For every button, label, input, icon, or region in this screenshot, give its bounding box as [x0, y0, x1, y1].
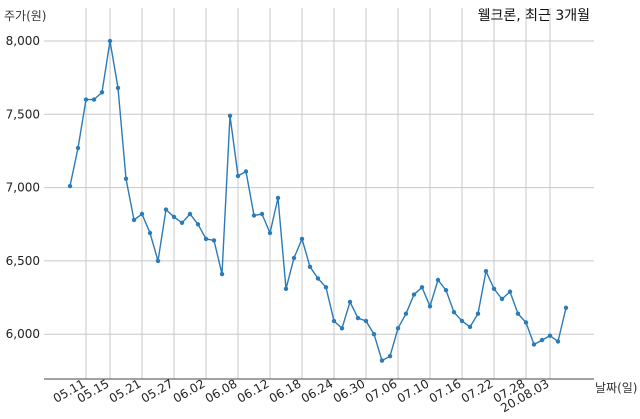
price-point: [467, 324, 473, 330]
chart-title: 웰크론, 최근 3개월: [478, 8, 590, 24]
price-point: [443, 288, 449, 293]
price-point: [267, 230, 273, 236]
price-point: [387, 354, 393, 359]
price-point: [515, 311, 521, 316]
price-point: [283, 286, 289, 291]
price-point: [163, 207, 169, 212]
price-point: [539, 337, 545, 343]
grid: [44, 8, 594, 379]
price-point: [235, 173, 241, 179]
x-tick-label: 07.06: [363, 376, 400, 405]
price-point: [147, 230, 153, 236]
x-tick-label: 05.27: [139, 376, 176, 405]
price-point: [427, 304, 433, 309]
price-point: [299, 236, 305, 242]
price-point: [331, 318, 337, 324]
price-point: [459, 318, 465, 324]
y-axis-ticks: 6,000 6,500 7,000 7,500 8,000: [6, 34, 40, 341]
y-tick-label: 7,500: [6, 107, 40, 121]
price-point: [491, 286, 497, 291]
price-point: [203, 236, 209, 242]
price-point: [275, 195, 281, 201]
price-point: [171, 214, 177, 220]
x-axis-label: 날짜(일): [595, 381, 637, 395]
price-point: [115, 85, 121, 91]
price-series-points: [67, 38, 569, 363]
price-point: [243, 169, 249, 174]
price-point: [123, 176, 129, 181]
price-point: [315, 276, 321, 281]
x-tick-label: 07.16: [427, 376, 464, 405]
y-tick-label: 7,000: [6, 181, 40, 195]
price-point: [523, 320, 529, 325]
price-point: [531, 342, 537, 347]
price-point: [227, 113, 233, 119]
price-point: [339, 326, 345, 331]
x-tick-label: 06.18: [267, 376, 304, 405]
price-point: [411, 292, 417, 297]
price-point: [507, 289, 513, 294]
price-point: [83, 97, 89, 102]
y-tick-label: 6,500: [6, 254, 40, 268]
y-tick-label: 8,000: [6, 34, 40, 48]
price-point: [419, 285, 425, 290]
price-point: [395, 326, 401, 331]
price-point: [451, 310, 457, 315]
price-point: [563, 305, 569, 310]
price-point: [131, 217, 137, 223]
price-series-line: [69, 40, 567, 362]
price-point: [555, 339, 561, 344]
x-tick-label: 06.30: [331, 376, 368, 405]
price-point: [195, 222, 201, 227]
x-tick-label: 06.24: [299, 376, 336, 405]
price-point: [323, 285, 329, 290]
x-tick-label: 06.02: [171, 376, 208, 405]
price-point: [67, 183, 73, 189]
price-point: [139, 211, 145, 217]
price-point: [107, 38, 113, 44]
price-point: [355, 315, 361, 321]
price-point: [379, 358, 385, 363]
price-point: [499, 296, 505, 302]
x-axis-ticks: 05.1105.1505.2105.2706.0206.0806.1206.18…: [51, 376, 552, 415]
price-point: [371, 332, 377, 337]
price-point: [547, 333, 553, 338]
price-point: [219, 271, 225, 277]
price-point: [187, 211, 193, 217]
y-tick-label: 6,000: [6, 327, 40, 341]
price-point: [403, 311, 409, 316]
price-point: [179, 220, 185, 225]
price-point: [99, 90, 105, 95]
price-point: [363, 318, 369, 324]
price-point: [435, 277, 441, 283]
x-tick-label: 05.21: [107, 376, 144, 405]
price-point: [75, 145, 81, 151]
price-point: [475, 311, 481, 316]
x-tick-label: 07.10: [395, 376, 432, 405]
x-tick-label: 06.08: [203, 376, 240, 405]
price-point: [483, 269, 489, 274]
x-tick-label: 06.12: [235, 376, 272, 405]
price-point: [347, 299, 353, 305]
price-point: [291, 255, 297, 261]
price-point: [251, 213, 257, 218]
y-axis-label: 주가(원): [4, 9, 46, 23]
price-point: [155, 258, 161, 264]
x-tick-label: 07.22: [459, 376, 496, 405]
price-point: [259, 211, 265, 217]
price-point: [307, 264, 313, 269]
price-point: [211, 238, 217, 243]
price-point: [91, 97, 97, 102]
